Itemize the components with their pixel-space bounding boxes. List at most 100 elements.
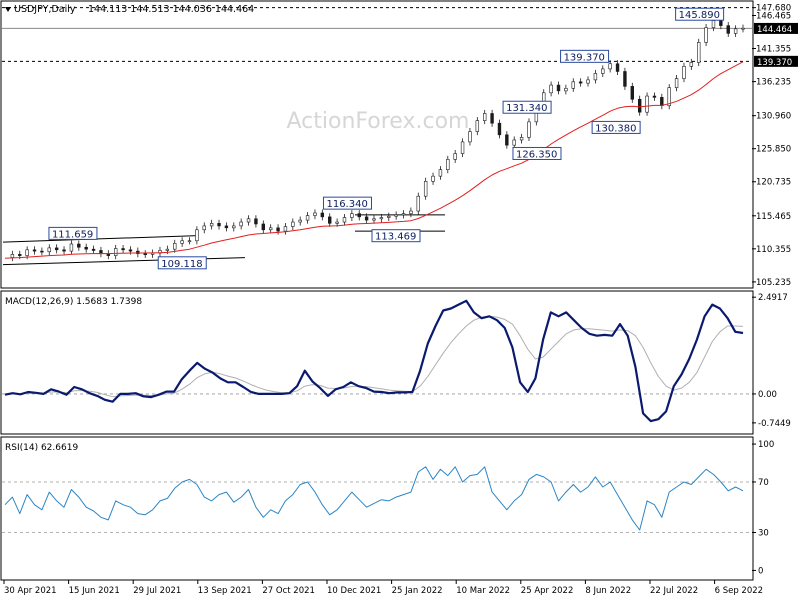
price-candle-body — [416, 195, 420, 212]
price-candle-body — [128, 249, 133, 252]
price-candle-body — [726, 25, 730, 34]
price-candle-body — [47, 247, 51, 253]
price-candle-body — [121, 248, 125, 251]
price-candle-body — [350, 213, 354, 218]
price-candle-body — [84, 246, 88, 250]
annotation-label: 139.370 — [564, 52, 605, 63]
price-panel: 145.890 139.370 131.340 130.380 126.350 116.3… — [2, 4, 798, 288]
annotation-label: 130.380 — [595, 123, 636, 134]
price-candle-body — [187, 240, 192, 243]
price-candle-body — [519, 137, 524, 141]
price-candle-body — [54, 247, 59, 251]
moving-average-line — [4, 61, 744, 259]
price-candle-body — [667, 87, 671, 107]
price-candle-body — [719, 20, 723, 26]
price-annotation: 116.340 — [322, 196, 372, 210]
rsi-y-tick-label: 100 — [758, 440, 774, 450]
annotation-label: 126.350 — [516, 149, 557, 160]
price-candle-body — [136, 250, 140, 254]
price-tag-144.464: 144.464 — [754, 22, 798, 35]
price-candle-body — [305, 215, 310, 221]
x-tick-label: 25 Apr 2022 — [521, 586, 574, 596]
price-candle-body — [682, 66, 686, 79]
rsi-line — [4, 466, 744, 531]
annotation-box — [512, 146, 562, 160]
price-candle-body — [32, 249, 37, 252]
price-candle-body — [593, 73, 598, 81]
price-candle-body — [239, 221, 243, 227]
price-candle-body — [69, 243, 74, 252]
price-candle-body — [608, 63, 612, 70]
time-axis: 30 Apr 2021 15 Jun 2021 29 Jul 2021 13 Sep … — [3, 580, 763, 596]
price-candle-body — [453, 153, 457, 160]
price-candle-body — [615, 63, 620, 72]
price-annotation: 113.469 — [371, 229, 421, 243]
price-candle-body — [394, 214, 398, 217]
price-candle-body — [298, 219, 302, 223]
macd-panel: MACD(12,26,9) 1.5683 1.7398 2.4917 0.00 -0.… — [2, 293, 791, 429]
price-y-tick-label: 110.355 — [756, 245, 791, 255]
x-tick-label: 30 Apr 2021 — [4, 586, 57, 596]
collapse-triangle-icon[interactable] — [5, 7, 11, 12]
price-candle-body — [475, 120, 480, 132]
rsi-y-tick-label: 30 — [758, 529, 769, 539]
channel-upper-line — [2, 235, 199, 243]
annotation-label: 111.659 — [52, 229, 93, 240]
header-label: USDJPY,Daily 144.113 144.513 144.036 144… — [5, 4, 254, 15]
price-annotation: 130.380 — [591, 120, 641, 134]
price-candle-body — [342, 217, 347, 223]
price-candle-body — [372, 218, 376, 221]
x-tick-label: 8 Jun 2022 — [585, 586, 631, 596]
price-candle-body — [62, 249, 66, 252]
price-candle-body — [25, 249, 29, 256]
price-candle-body — [313, 212, 317, 216]
price-y-tick-label: 146.465 — [756, 12, 791, 22]
annotation-label: 113.469 — [375, 232, 416, 243]
price-candle-body — [571, 81, 575, 89]
x-tick-label: 29 Jul 2021 — [133, 586, 181, 596]
rsi-y-tick-label: 0 — [758, 566, 763, 576]
price-candle-body — [586, 79, 590, 84]
price-candle-body — [527, 121, 531, 138]
rsi-title: RSI(14) 62.6619 — [5, 443, 78, 453]
price-tag-bg — [754, 55, 798, 67]
macd-signal-line — [5, 315, 744, 398]
price-candle-body — [652, 95, 657, 98]
annotation-label: 145.890 — [679, 10, 720, 21]
price-candle-body — [741, 27, 745, 30]
price-candle-body — [409, 210, 413, 214]
price-candle-body — [209, 223, 214, 227]
macd-panel-frame — [0, 290, 754, 435]
price-candle-body — [165, 248, 170, 251]
price-candle-body — [423, 181, 428, 197]
price-candle-body — [195, 229, 199, 242]
price-candle-body — [601, 68, 605, 74]
price-candle-body — [261, 223, 265, 231]
rsi-panel-frame — [0, 436, 754, 581]
price-candle-body — [711, 20, 716, 28]
price-annotation: 109.118 — [157, 256, 207, 270]
annotation-box — [322, 196, 372, 210]
x-tick-label: 13 Sep 2021 — [198, 586, 252, 596]
price-tag-139.370: 139.370 — [754, 55, 798, 68]
price-candle-body — [91, 248, 96, 251]
annotation-box — [157, 256, 207, 270]
annotation-label: 109.118 — [161, 259, 202, 270]
price-candle-body — [733, 28, 738, 34]
rsi-y-tick-label: 70 — [758, 478, 769, 488]
price-candle-body — [18, 254, 22, 256]
price-candle-body — [512, 139, 516, 146]
price-tag-label: 139.370 — [757, 58, 792, 68]
x-tick-label: 27 Oct 2021 — [262, 586, 315, 596]
price-candle-body — [490, 113, 494, 124]
price-candle-body — [232, 225, 236, 229]
price-candle-body — [143, 253, 147, 255]
price-annotation: 139.370 — [560, 49, 610, 63]
price-candle-body — [379, 217, 384, 220]
macd-y-tick-label: 2.4917 — [758, 293, 788, 303]
price-candle-body — [114, 248, 118, 256]
price-candle-body — [704, 27, 708, 43]
price-y-tick-label: 136.235 — [756, 78, 791, 88]
price-candle-body — [564, 87, 568, 92]
x-tick-label: 10 Mar 2022 — [456, 586, 510, 596]
